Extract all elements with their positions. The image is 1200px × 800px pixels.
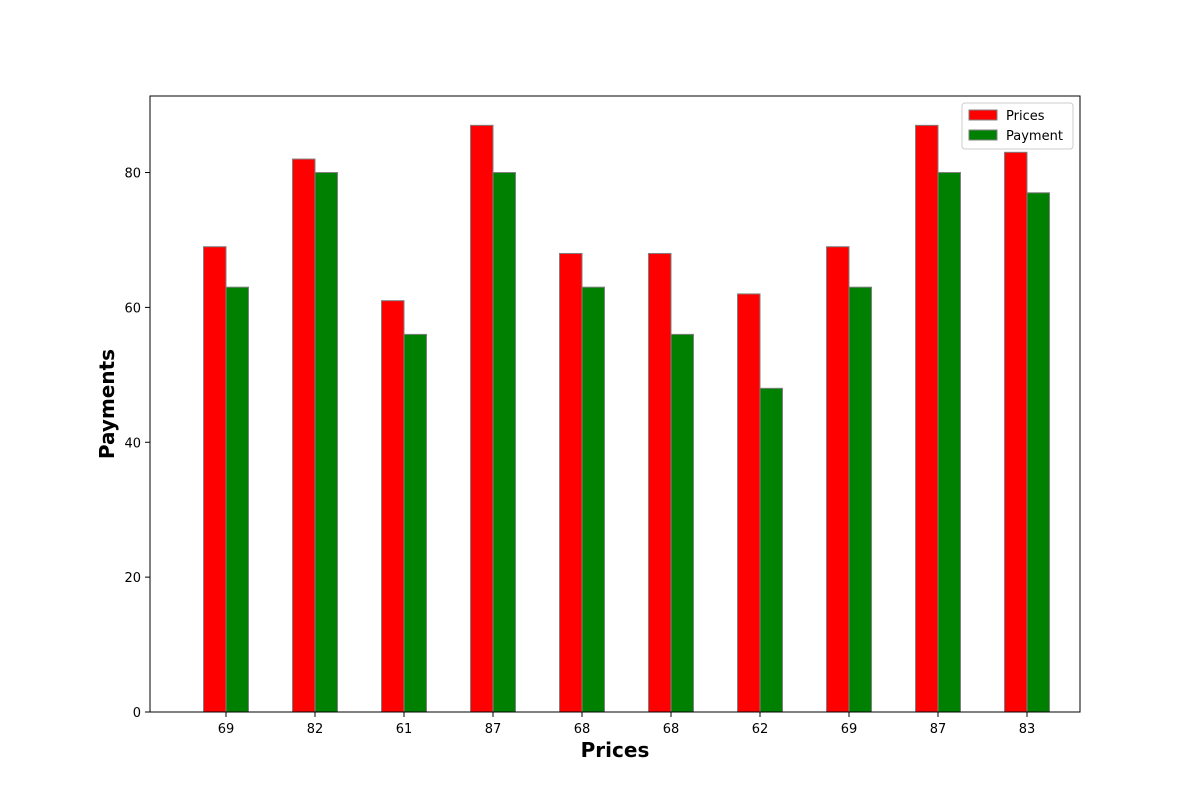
x-tick-label: 82 [307, 722, 324, 737]
y-tick-label: 40 [124, 436, 141, 451]
bar-prices-4 [559, 252, 583, 713]
bar-payment-2 [403, 333, 427, 713]
y-tick-label: 0 [133, 706, 141, 721]
x-tick-label: 62 [752, 722, 769, 737]
bar-prices-5 [648, 252, 672, 713]
plot-frame [149, 95, 1081, 713]
x-tick-label: 87 [485, 722, 502, 737]
x-tick-label: 68 [574, 722, 591, 737]
x-axis-title: Prices [581, 738, 650, 762]
legend-swatch-payment [968, 129, 998, 141]
x-tick-label: 68 [663, 722, 680, 737]
y-tick-label: 80 [124, 167, 141, 182]
bar-payment-8 [937, 172, 961, 713]
y-tick-label: 20 [124, 571, 141, 586]
y-tick-label: 60 [124, 301, 141, 316]
legend: Prices Payment [961, 102, 1074, 150]
bar-prices-8 [915, 124, 939, 713]
bar-prices-6 [737, 293, 761, 713]
bar-prices-3 [470, 124, 494, 713]
bar-payment-6 [759, 387, 783, 713]
bar-payment-1 [314, 172, 338, 713]
x-tick-label: 69 [218, 722, 235, 737]
bar-payment-5 [670, 333, 694, 713]
x-axis-ticks: 69 82 61 87 68 68 62 69 87 83 [218, 712, 1036, 737]
bar-prices-0 [203, 246, 227, 713]
legend-label-payment: Payment [1006, 129, 1063, 144]
x-tick-label: 87 [930, 722, 947, 737]
bar-payment-3 [492, 172, 516, 713]
bar-prices-2 [381, 300, 405, 713]
bar-payment-0 [225, 286, 249, 713]
bars-layer [203, 124, 1050, 713]
bar-payment-4 [581, 286, 605, 713]
bar-payment-7 [848, 286, 872, 713]
x-tick-label: 69 [841, 722, 858, 737]
bar-prices-1 [292, 158, 316, 713]
bar-payment-9 [1026, 192, 1050, 713]
x-tick-label: 61 [396, 722, 413, 737]
bar-prices-9 [1004, 151, 1028, 713]
y-axis-ticks: 0 20 40 60 80 [124, 167, 150, 721]
y-axis-title: Payments [95, 349, 119, 459]
legend-label-prices: Prices [1006, 109, 1045, 124]
x-tick-label: 83 [1019, 722, 1036, 737]
bar-prices-7 [826, 246, 850, 713]
legend-swatch-prices [968, 109, 998, 121]
